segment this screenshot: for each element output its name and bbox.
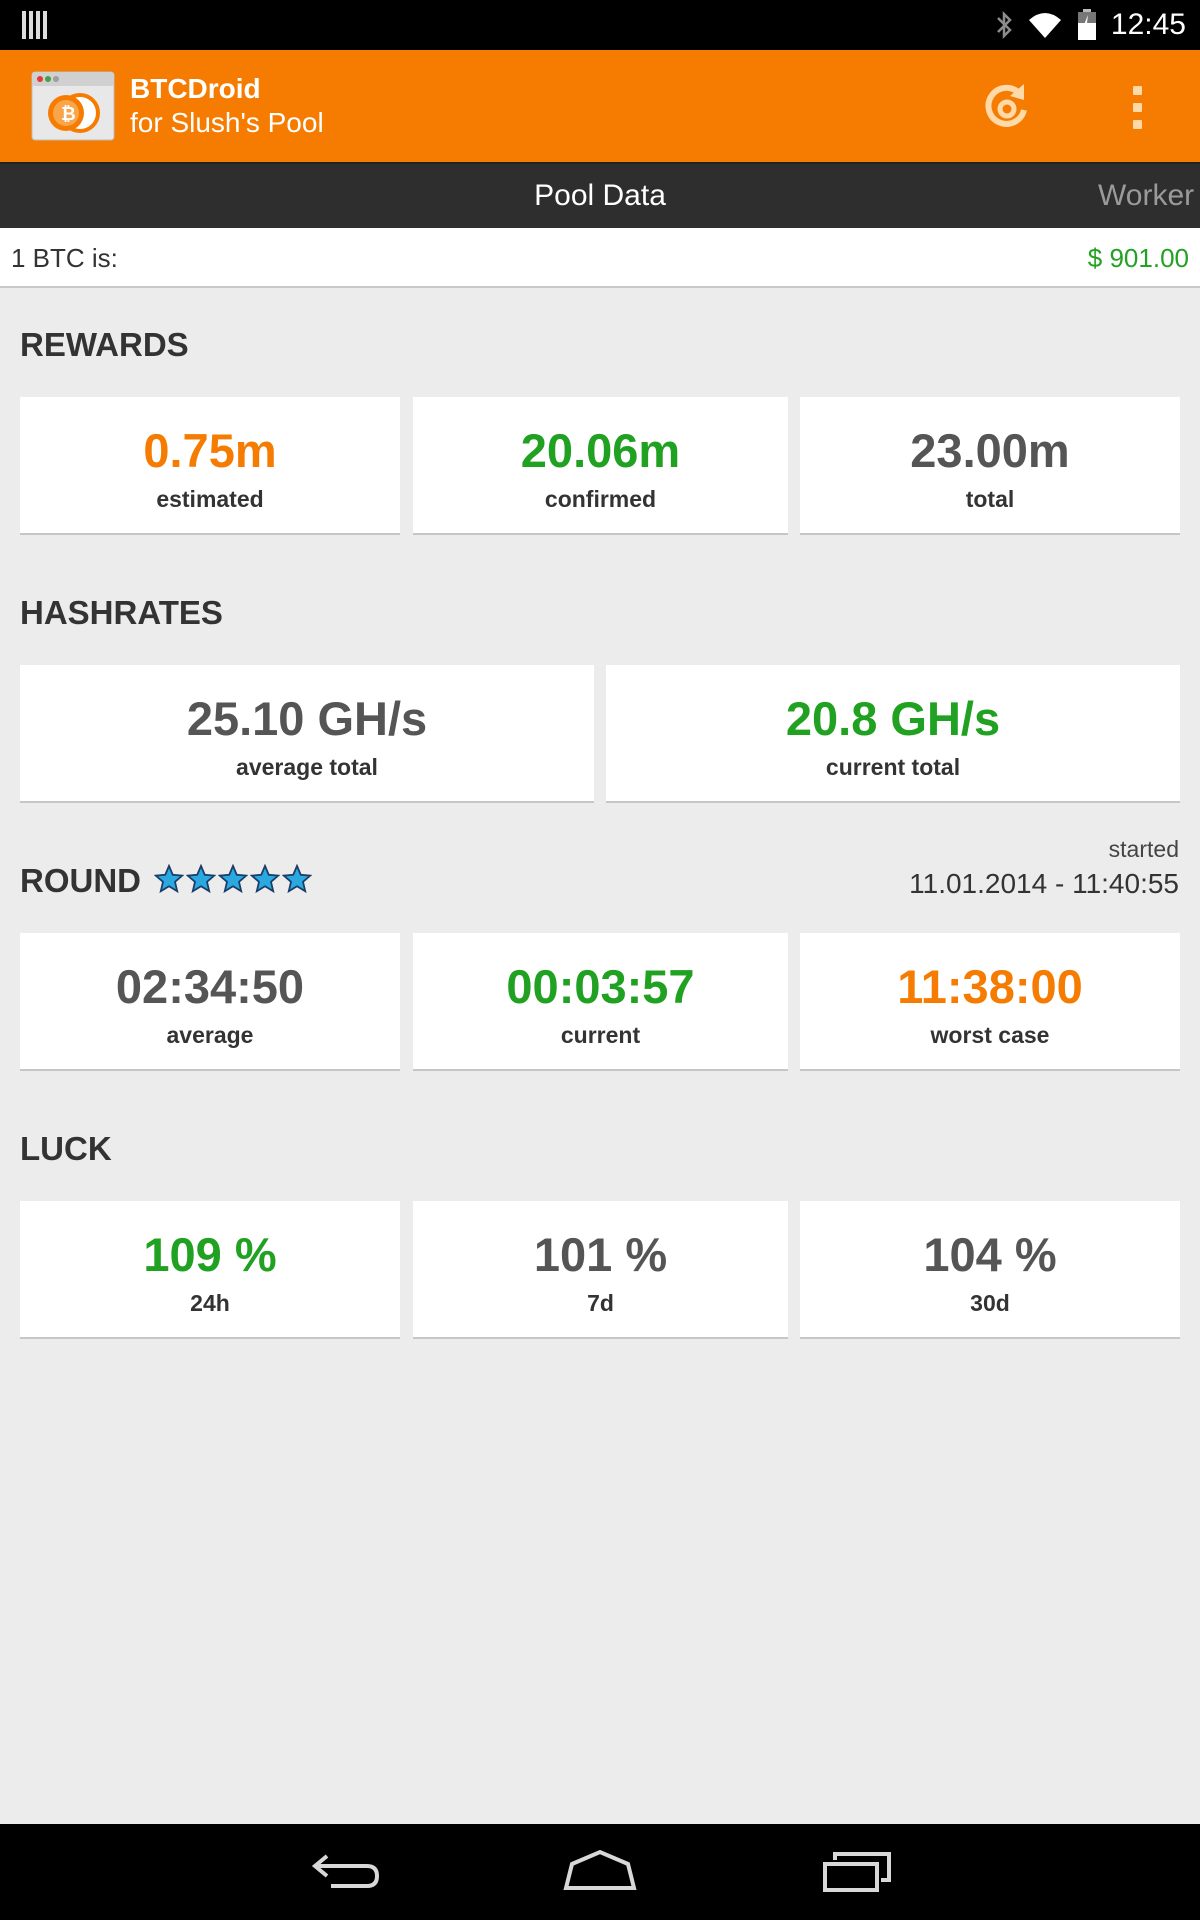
luck-7d-card: 101 % 7d	[413, 1201, 788, 1339]
tab-strip: Pool Data Worker	[0, 162, 1200, 228]
round-title: ROUND	[20, 862, 141, 899]
bluetooth-icon	[997, 10, 1012, 40]
star-icon	[282, 864, 312, 894]
wifi-icon	[1028, 13, 1061, 38]
star-icon	[250, 864, 280, 894]
round-current-card: 00:03:57 current	[413, 933, 788, 1071]
luck-24h-card: 109 % 24h	[20, 1201, 400, 1339]
round-worst-case-label: worst case	[930, 1022, 1050, 1048]
btc-price-row: 1 BTC is: $ 901.00	[0, 228, 1200, 288]
round-worst-case-card: 11:38:00 worst case	[800, 933, 1180, 1071]
luck-30d-value: 104 %	[923, 1228, 1057, 1281]
round-started-value: 11.01.2014 - 11:40:55	[909, 868, 1179, 899]
app-logo-icon[interactable]: ₿	[30, 70, 116, 142]
reward-estimated-value: 0.75m	[143, 424, 277, 477]
tab-worker[interactable]: Worker	[1098, 179, 1195, 212]
status-bar: 12:45	[0, 0, 1200, 50]
luck-30d-label: 30d	[970, 1290, 1010, 1316]
luck-24h-value: 109 %	[143, 1228, 277, 1281]
round-rating-stars	[154, 864, 312, 894]
star-icon	[218, 864, 248, 894]
tab-pool-data[interactable]: Pool Data	[534, 179, 666, 212]
reward-total-card: 23.00m total	[800, 397, 1180, 535]
action-bar: ₿ BTCDroid for Slush's Pool	[0, 50, 1200, 162]
btc-price-label: 1 BTC is:	[11, 243, 118, 273]
reward-confirmed-label: confirmed	[544, 486, 657, 512]
home-icon[interactable]	[560, 1846, 640, 1898]
round-current-label: current	[560, 1022, 641, 1048]
luck-24h-label: 24h	[190, 1290, 230, 1316]
reward-estimated-card: 0.75m estimated	[20, 397, 400, 535]
rewards-title: REWARDS	[20, 326, 189, 363]
round-average-value: 02:34:50	[115, 960, 305, 1013]
status-time: 12:45	[1110, 8, 1186, 41]
hashrate-current-value: 20.8 GH/s	[785, 692, 1001, 745]
recents-icon[interactable]	[817, 1846, 897, 1898]
battery-icon	[1077, 9, 1096, 40]
hashrate-average-value: 25.10 GH/s	[186, 692, 428, 745]
hashrates-title: HASHRATES	[20, 594, 223, 631]
round-average-label: average	[166, 1022, 254, 1048]
star-icon	[186, 864, 216, 894]
reward-confirmed-card: 20.06m confirmed	[413, 397, 788, 535]
luck-7d-value: 101 %	[533, 1228, 668, 1281]
overflow-menu-icon[interactable]	[1120, 80, 1154, 134]
hashrate-current-label: current total	[825, 754, 961, 780]
svg-text:₿: ₿	[61, 104, 76, 125]
hashrate-average-label: average total	[236, 754, 378, 780]
round-average-card: 02:34:50 average	[20, 933, 400, 1071]
round-worst-case-value: 11:38:00	[897, 960, 1083, 1013]
refresh-icon[interactable]	[980, 80, 1034, 134]
hashrate-average-card: 25.10 GH/s average total	[20, 665, 594, 803]
luck-30d-card: 104 % 30d	[800, 1201, 1180, 1339]
reward-total-label: total	[965, 486, 1015, 512]
hashrate-current-card: 20.8 GH/s current total	[606, 665, 1180, 803]
navigation-bar	[0, 1824, 1200, 1920]
reward-estimated-label: estimated	[156, 486, 264, 512]
reward-total-value: 23.00m	[910, 424, 1070, 477]
reward-confirmed-value: 20.06m	[520, 424, 681, 477]
luck-title: LUCK	[20, 1130, 112, 1167]
luck-7d-label: 7d	[587, 1290, 614, 1316]
round-started-label: started	[1108, 836, 1179, 862]
app-name: BTCDroid	[130, 73, 261, 104]
app-subtitle: for Slush's Pool	[130, 107, 324, 138]
star-icon	[154, 864, 184, 894]
round-current-value: 00:03:57	[506, 960, 695, 1013]
btc-price-value: $ 901.00	[1087, 243, 1189, 273]
notification-bars-icon	[22, 11, 48, 39]
back-icon[interactable]	[303, 1846, 383, 1898]
app-title: BTCDroid for Slush's Pool	[130, 72, 324, 140]
